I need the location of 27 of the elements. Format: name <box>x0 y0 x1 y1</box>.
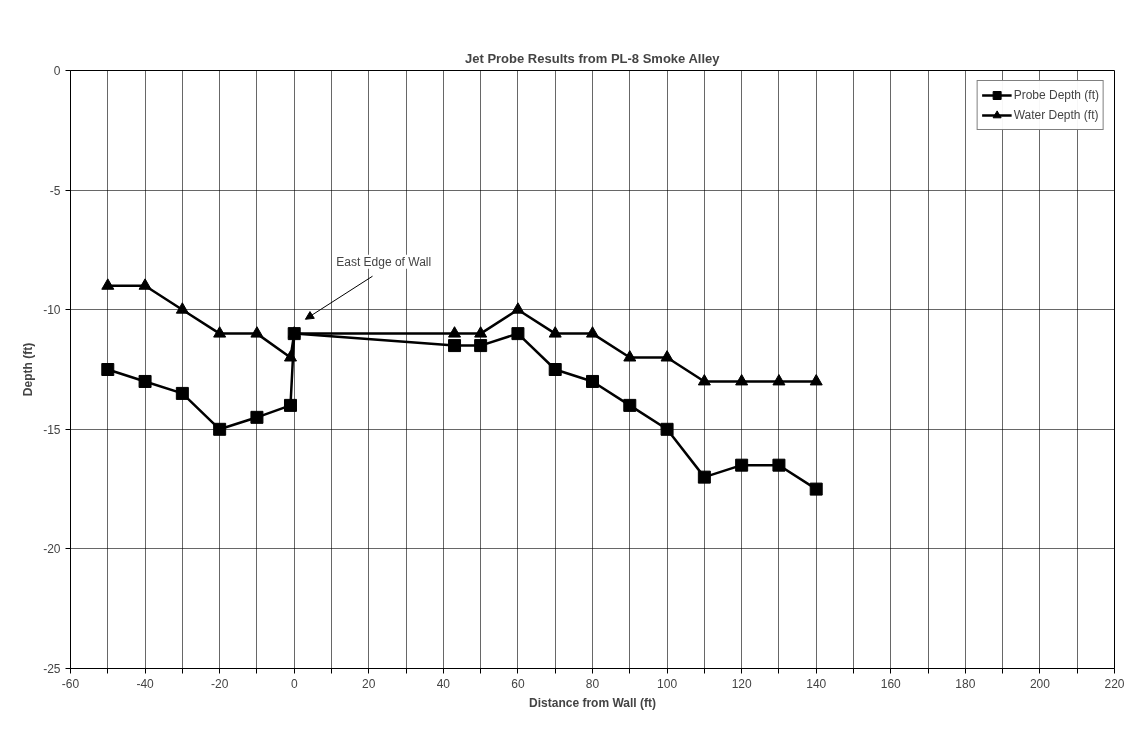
y-tick-label: 0 <box>53 64 61 78</box>
x-tick-label: 220 <box>1104 676 1125 691</box>
y-axis-title: Depth (ft) <box>21 342 36 397</box>
x-tick-label: 180 <box>955 676 976 691</box>
x-tick-label: 160 <box>880 676 902 691</box>
x-tick-label: 20 <box>362 676 376 691</box>
x-tick-label: 140 <box>806 676 827 691</box>
y-tick-label: -20 <box>43 542 61 557</box>
x-axis-title: Distance from Wall (ft) <box>529 695 656 710</box>
x-tick-label: 120 <box>731 676 752 691</box>
legend-label: Probe Depth (ft) <box>1013 88 1099 102</box>
x-tick-label: -20 <box>210 676 229 691</box>
annotation: East Edge of Wall <box>336 254 432 269</box>
y-tick-label: -15 <box>43 422 61 437</box>
legend-label: Water Depth (ft) <box>1013 108 1099 122</box>
x-tick-label: 80 <box>585 676 600 691</box>
y-tick-label: -10 <box>43 303 61 318</box>
x-tick-label: 200 <box>1029 676 1051 691</box>
x-tick-label: -40 <box>136 676 155 691</box>
x-tick-label: 60 <box>511 676 525 691</box>
x-tick-label: 40 <box>436 676 451 691</box>
x-tick-label: 100 <box>657 676 678 691</box>
x-tick-label: -60 <box>61 676 80 691</box>
chart-title: Jet Probe Results from PL-8 Smoke Alley <box>464 50 721 66</box>
y-tick-label: -5 <box>49 183 61 198</box>
y-tick-label: -25 <box>43 662 61 676</box>
x-tick-label: 0 <box>290 676 298 691</box>
